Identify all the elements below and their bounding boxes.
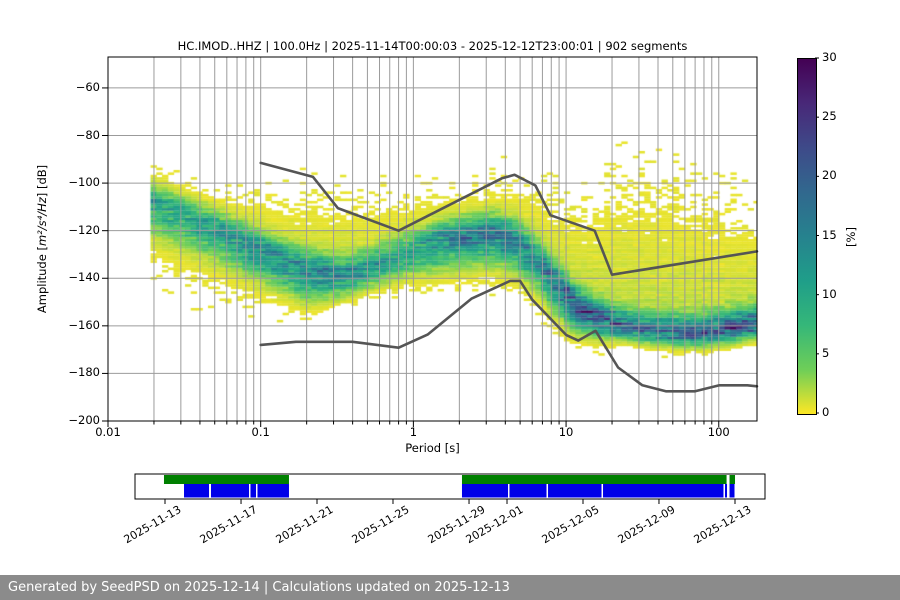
timeline-blue-segment <box>729 484 735 498</box>
y-tick-label: −120 <box>68 222 100 237</box>
timeline-date-label: 2025-11-21 <box>273 503 336 547</box>
timeline-date-label: 2025-11-17 <box>197 503 260 547</box>
timeline-blue-segment <box>548 484 602 498</box>
colorbar-tick-label: 20 <box>822 168 837 183</box>
timeline-blue-segment <box>184 484 210 498</box>
timeline-blue-segment <box>210 484 250 498</box>
x-tick-label: 0.1 <box>251 425 270 439</box>
timeline-green-segment <box>461 475 727 484</box>
timeline-date-label: 2025-12-09 <box>615 503 678 547</box>
colorbar-tick-label: 0 <box>822 405 830 419</box>
colorbar-tick-label: 15 <box>822 227 837 242</box>
timeline-green-segment <box>163 475 289 484</box>
colorbar-tick-label: 25 <box>822 109 837 124</box>
x-tick-label: 0.01 <box>95 425 121 439</box>
chart-title: HC.IMOD..HHZ | 100.0Hz | 2025-11-14T00:0… <box>177 39 688 53</box>
x-tick-label: 10 <box>558 425 574 439</box>
y-axis-label-units: m²/s⁴/Hz <box>35 197 49 247</box>
colorbar-gradient <box>797 58 817 415</box>
colorbar-tick-label: 10 <box>822 286 837 301</box>
timeline-blue-segment <box>250 484 257 498</box>
timeline-green-segment <box>729 475 736 484</box>
timeline-blue-segment <box>461 484 509 498</box>
y-tick-label: −60 <box>75 79 100 94</box>
timeline-box <box>134 473 766 500</box>
timeline-date-label: 2025-12-13 <box>691 503 754 547</box>
x-tick-label: 100 <box>707 425 730 439</box>
y-axis-label: Amplitude [m²/s⁴/Hz] [dB] <box>35 165 49 313</box>
footer-bar: Generated by SeedPSD on 2025-12-14 | Cal… <box>0 575 900 600</box>
timeline-date-label: 2025-11-13 <box>121 503 184 547</box>
y-tick-label: −160 <box>68 317 100 332</box>
y-tick-label: −100 <box>68 175 100 190</box>
timeline-blue-segment <box>724 484 728 498</box>
timeline-blue-segment <box>603 484 724 498</box>
timeline-date-label: 2025-11-25 <box>349 503 412 547</box>
y-tick-label: −180 <box>68 365 100 380</box>
timeline-date-label: 2025-12-05 <box>539 503 602 547</box>
colorbar-tick-label: 30 <box>822 50 837 64</box>
colorbar-tick-label: 5 <box>822 345 830 360</box>
y-tick-label: −200 <box>68 413 100 427</box>
timeline-blue-segment <box>509 484 547 498</box>
y-axis-label-suffix: ] [dB] <box>35 164 49 198</box>
y-tick-label: −80 <box>75 127 100 142</box>
y-axis-label-prefix: Amplitude [ <box>35 246 49 314</box>
y-tick-label: −140 <box>68 270 100 285</box>
footer-text: Generated by SeedPSD on 2025-12-14 | Cal… <box>8 580 510 595</box>
ppsd-histogram-canvas <box>108 57 757 421</box>
x-axis-label: Period [s] <box>405 441 460 455</box>
x-tick-label: 1 <box>409 425 418 439</box>
timeline-blue-segment <box>257 484 289 498</box>
timeline <box>134 473 766 504</box>
